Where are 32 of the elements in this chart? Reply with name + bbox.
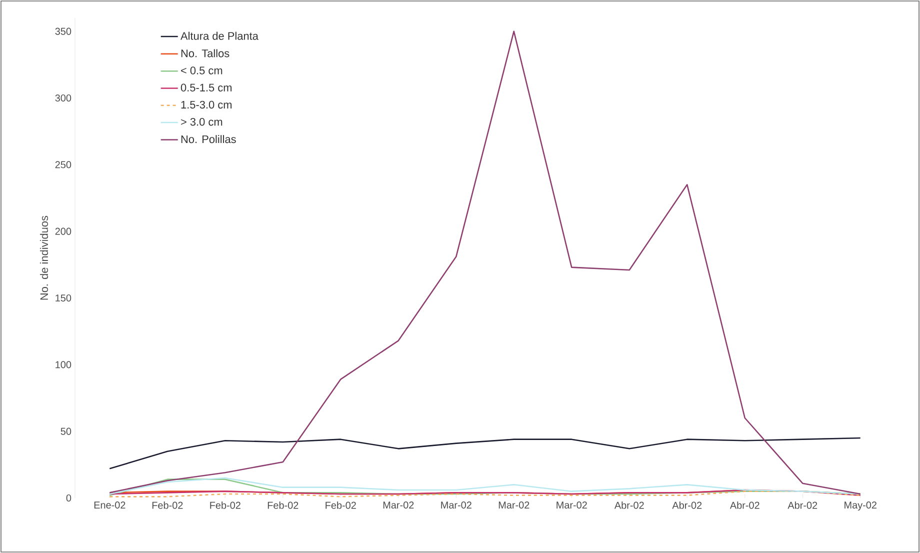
legend-label: > 3.0 cm <box>181 118 222 126</box>
x-tick-label: Abr-02 <box>672 502 702 509</box>
x-tick-label: May-02 <box>844 502 876 511</box>
x-tick-label: Feb-02 <box>210 502 240 509</box>
y-tick-label: 150 <box>56 294 72 302</box>
x-tick-label: Mar-02 <box>498 502 530 509</box>
y-tick-label: 0 <box>66 494 72 502</box>
y-tick-label: 100 <box>56 361 72 368</box>
x-tick-label: Mar-02 <box>383 502 414 509</box>
legend-label: < 0.5 cm <box>181 66 222 74</box>
y-tick-label: 350 <box>55 28 72 35</box>
legend-label: No. Tallos <box>181 49 230 58</box>
line-series <box>109 437 862 470</box>
legend-label: 1.5-3.0 cm <box>181 100 232 109</box>
legend-label: 0.5-1.5 cm <box>180 84 232 92</box>
line-series <box>109 30 862 495</box>
y-tick-label: 50 <box>60 428 72 435</box>
x-tick-label: Mar-02 <box>441 502 472 509</box>
y-tick-label: 250 <box>55 161 72 168</box>
x-tick-label: Feb-02 <box>326 502 356 509</box>
x-tick-label: Abr-02 <box>788 502 818 509</box>
x-tick-label: Mar-02 <box>556 502 587 509</box>
legend-label: No. Polillas <box>181 135 236 144</box>
y-tick-label: 200 <box>55 228 72 235</box>
x-tick-label: Abr-02 <box>730 502 760 509</box>
y-tick-label: 300 <box>55 94 72 102</box>
legend-label: Altura de Planta <box>180 32 258 40</box>
x-tick-label: Feb-02 <box>152 502 183 509</box>
x-tick-label: Feb-02 <box>268 502 298 509</box>
y-axis-title: No. de individuos <box>40 216 48 300</box>
x-tick-label: Ene-02 <box>94 502 126 509</box>
x-tick-label: Abr-02 <box>614 502 644 509</box>
